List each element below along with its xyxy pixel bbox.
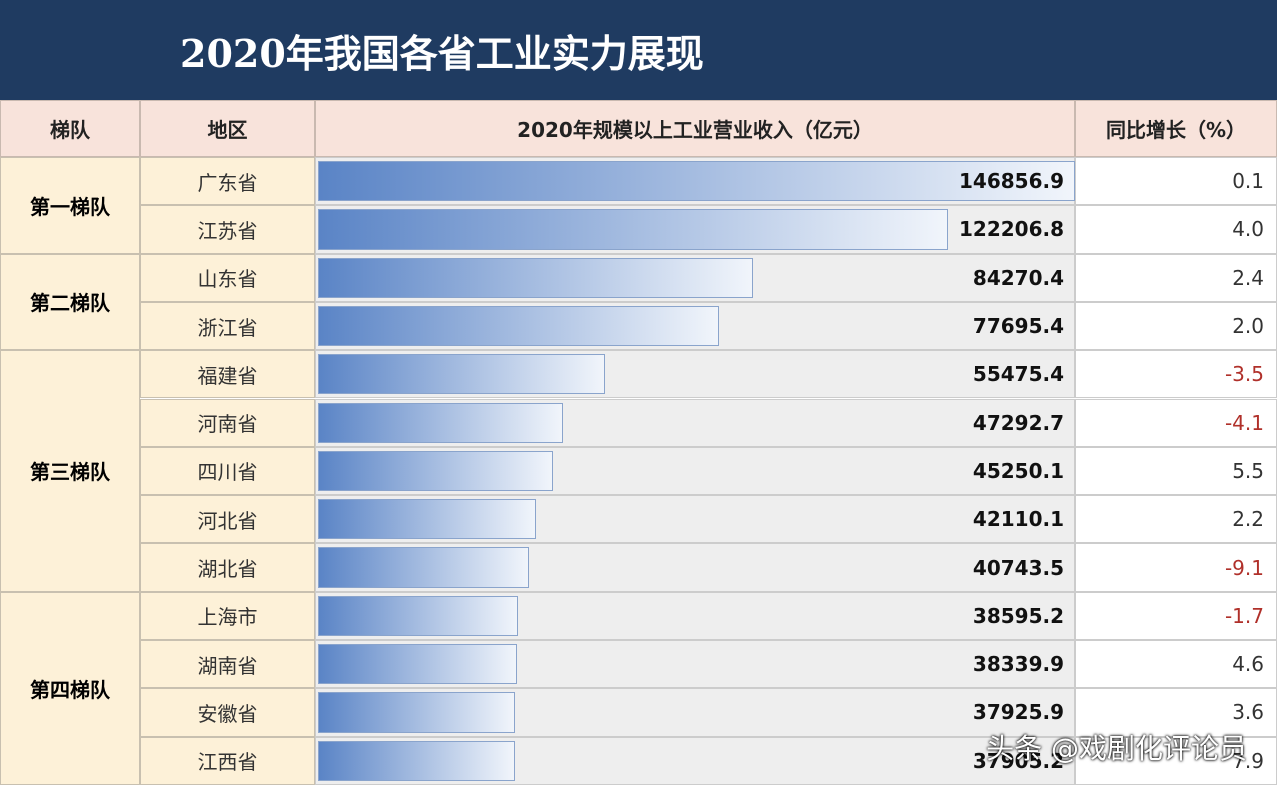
revenue-value: 45250.1 bbox=[972, 458, 1064, 483]
revenue-value: 38339.9 bbox=[972, 652, 1064, 677]
bar bbox=[318, 450, 553, 492]
revenue-value: 122206.8 bbox=[958, 217, 1064, 242]
revenue-cell: 42110.1 bbox=[315, 495, 1075, 544]
bar bbox=[318, 305, 720, 347]
region-cell: 四川省 bbox=[140, 446, 315, 496]
growth-cell: 4.6 bbox=[1075, 640, 1277, 689]
title: 2020年我国各省工业实力展现 bbox=[0, 0, 1277, 100]
revenue-cell: 146856.9 bbox=[315, 157, 1075, 206]
watermark: 头条 @戏剧化评论员 bbox=[986, 732, 1247, 765]
bar bbox=[318, 644, 518, 685]
region-cell: 上海市 bbox=[140, 591, 315, 640]
revenue-cell: 84270.4 bbox=[315, 253, 1075, 302]
region-cell: 江西省 bbox=[140, 736, 315, 785]
revenue-cell: 47292.7 bbox=[315, 398, 1075, 447]
header-cell: 梯队 bbox=[0, 100, 140, 157]
revenue-cell: 77695.4 bbox=[315, 301, 1075, 351]
revenue-cell: 40743.5 bbox=[315, 543, 1075, 592]
bar bbox=[318, 692, 515, 733]
revenue-cell: 122206.8 bbox=[315, 205, 1075, 254]
growth-cell: -3.5 bbox=[1075, 350, 1277, 399]
revenue-value: 77695.4 bbox=[972, 314, 1064, 339]
growth-cell: 4.0 bbox=[1075, 205, 1277, 254]
growth-cell: 5.5 bbox=[1075, 446, 1277, 496]
bar bbox=[318, 209, 949, 250]
revenue-cell: 45250.1 bbox=[315, 446, 1075, 496]
growth-cell: -9.1 bbox=[1075, 543, 1277, 592]
region-cell: 河北省 bbox=[140, 495, 315, 544]
bar bbox=[318, 740, 515, 781]
tier-cell: 第二梯队 bbox=[0, 253, 140, 351]
bar bbox=[318, 161, 1075, 202]
region-cell: 广东省 bbox=[140, 157, 315, 206]
bar bbox=[318, 595, 519, 636]
bar bbox=[318, 257, 754, 298]
revenue-value: 84270.4 bbox=[972, 265, 1064, 290]
bar bbox=[318, 547, 530, 588]
revenue-value: 55475.4 bbox=[972, 362, 1064, 387]
revenue-value: 47292.7 bbox=[972, 410, 1064, 435]
region-cell: 河南省 bbox=[140, 398, 315, 447]
tier-cell: 第四梯队 bbox=[0, 591, 140, 785]
region-cell: 浙江省 bbox=[140, 301, 315, 351]
revenue-value: 40743.5 bbox=[972, 555, 1064, 580]
growth-cell: 2.2 bbox=[1075, 495, 1277, 544]
region-cell: 福建省 bbox=[140, 350, 315, 399]
revenue-cell: 37905.2 bbox=[315, 736, 1075, 785]
revenue-cell: 38595.2 bbox=[315, 591, 1075, 640]
tier-cell: 第一梯队 bbox=[0, 157, 140, 254]
revenue-value: 146856.9 bbox=[958, 169, 1064, 194]
region-cell: 江苏省 bbox=[140, 205, 315, 254]
growth-cell: -4.1 bbox=[1075, 398, 1277, 447]
header-cell: 地区 bbox=[140, 100, 315, 157]
header-cell: 同比增长（%） bbox=[1075, 100, 1277, 157]
revenue-cell: 38339.9 bbox=[315, 640, 1075, 689]
growth-cell: 0.1 bbox=[1075, 157, 1277, 206]
revenue-value: 38595.2 bbox=[972, 603, 1064, 628]
region-cell: 湖南省 bbox=[140, 640, 315, 689]
tier-cell: 第三梯队 bbox=[0, 350, 140, 592]
bar bbox=[318, 402, 564, 443]
growth-cell: -1.7 bbox=[1075, 591, 1277, 640]
bar bbox=[318, 354, 606, 395]
growth-cell: 7.9 bbox=[1075, 736, 1277, 785]
region-cell: 湖北省 bbox=[140, 543, 315, 592]
region-cell: 安徽省 bbox=[140, 688, 315, 737]
region-cell: 山东省 bbox=[140, 253, 315, 302]
header-cell: 2020年规模以上工业营业收入（亿元） bbox=[315, 100, 1075, 157]
growth-cell: 2.0 bbox=[1075, 301, 1277, 351]
bar bbox=[318, 499, 537, 540]
revenue-value: 42110.1 bbox=[972, 507, 1064, 532]
revenue-cell: 37925.9 bbox=[315, 688, 1075, 737]
revenue-value: 37905.2 bbox=[972, 748, 1064, 773]
revenue-value: 37925.9 bbox=[972, 700, 1064, 725]
growth-cell: 3.6 bbox=[1075, 688, 1277, 737]
growth-cell: 2.4 bbox=[1075, 253, 1277, 302]
revenue-cell: 55475.4 bbox=[315, 350, 1075, 399]
